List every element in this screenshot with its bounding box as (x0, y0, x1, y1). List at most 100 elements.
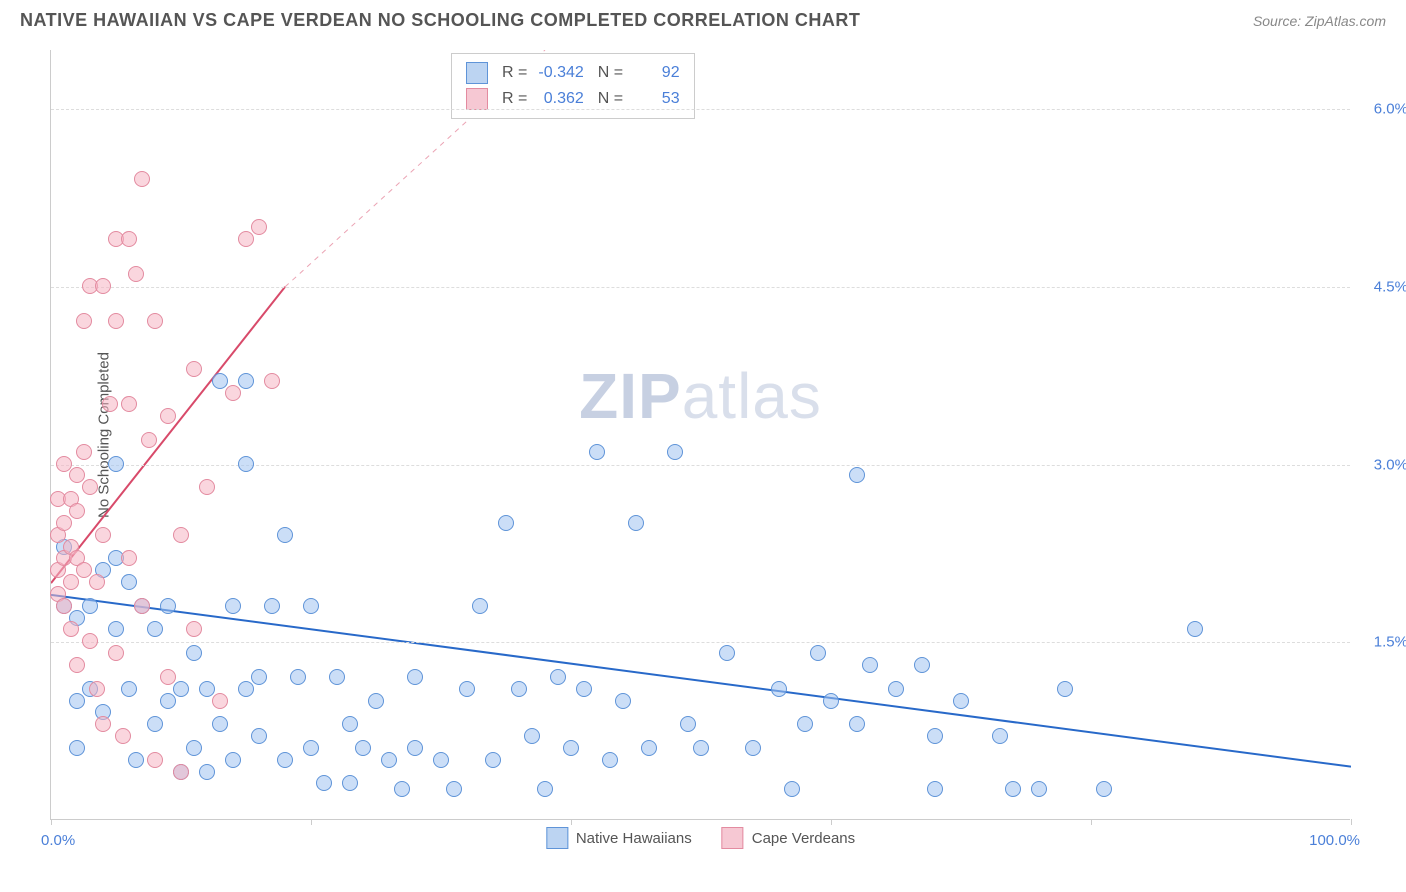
scatter-point (251, 669, 267, 685)
gridline (51, 109, 1350, 110)
scatter-point (212, 716, 228, 732)
xtick-mark (571, 819, 572, 825)
scatter-point (128, 752, 144, 768)
scatter-point (102, 396, 118, 412)
scatter-point (56, 515, 72, 531)
xtick-mark (51, 819, 52, 825)
scatter-point (69, 467, 85, 483)
stat-r-label: R = (502, 90, 527, 107)
scatter-point (128, 266, 144, 282)
stats-row: R = -0.342 N = 92 (466, 60, 680, 86)
xtick-mark (1091, 819, 1092, 825)
scatter-point (69, 503, 85, 519)
scatter-point (251, 219, 267, 235)
scatter-point (407, 669, 423, 685)
scatter-point (446, 781, 462, 797)
scatter-point (108, 621, 124, 637)
scatter-point (186, 621, 202, 637)
scatter-point (290, 669, 306, 685)
scatter-point (719, 645, 735, 661)
scatter-point (199, 681, 215, 697)
source-label: Source: ZipAtlas.com (1253, 13, 1386, 29)
bottom-legend: Native Hawaiians Cape Verdeans (546, 827, 855, 849)
scatter-point (82, 598, 98, 614)
scatter-point (147, 752, 163, 768)
scatter-point (238, 681, 254, 697)
scatter-point (823, 693, 839, 709)
stat-r-label: R = (502, 64, 527, 81)
yaxis-label: No Schooling Completed (95, 352, 112, 518)
scatter-point (121, 550, 137, 566)
scatter-point (89, 574, 105, 590)
scatter-point (95, 527, 111, 543)
scatter-point (121, 396, 137, 412)
scatter-point (303, 598, 319, 614)
chart-container: No Schooling Completed ZIPatlas R = -0.3… (50, 50, 1350, 820)
scatter-point (563, 740, 579, 756)
scatter-point (115, 728, 131, 744)
stat-n-value: 53 (628, 90, 680, 108)
scatter-point (628, 515, 644, 531)
scatter-point (147, 621, 163, 637)
scatter-point (680, 716, 696, 732)
scatter-point (602, 752, 618, 768)
scatter-point (212, 693, 228, 709)
scatter-point (394, 781, 410, 797)
scatter-point (63, 621, 79, 637)
stat-n-label: N = (598, 64, 623, 81)
scatter-point (251, 728, 267, 744)
stats-row: R = 0.362 N = 53 (466, 86, 680, 112)
legend-swatch-2 (722, 827, 744, 849)
scatter-point (1005, 781, 1021, 797)
scatter-point (316, 775, 332, 791)
legend-label-2: Cape Verdeans (752, 830, 855, 847)
stat-n-label: N = (598, 90, 623, 107)
xaxis-min-label: 0.0% (41, 832, 75, 849)
xtick-mark (311, 819, 312, 825)
scatter-point (667, 444, 683, 460)
scatter-point (95, 716, 111, 732)
scatter-point (914, 657, 930, 673)
scatter-point (141, 432, 157, 448)
scatter-point (303, 740, 319, 756)
ytick-label: 3.0% (1358, 456, 1406, 473)
scatter-point (511, 681, 527, 697)
ytick-label: 6.0% (1358, 101, 1406, 118)
scatter-point (355, 740, 371, 756)
scatter-point (342, 775, 358, 791)
scatter-point (888, 681, 904, 697)
gridline (51, 642, 1350, 643)
legend-label-1: Native Hawaiians (576, 830, 692, 847)
scatter-point (810, 645, 826, 661)
scatter-point (69, 740, 85, 756)
scatter-point (108, 645, 124, 661)
stat-r-value: 0.362 (532, 90, 584, 108)
scatter-point (927, 728, 943, 744)
scatter-point (329, 669, 345, 685)
scatter-point (576, 681, 592, 697)
trend-lines (51, 50, 1351, 820)
scatter-point (147, 313, 163, 329)
swatch-series1 (466, 62, 488, 84)
scatter-point (69, 693, 85, 709)
legend-swatch-1 (546, 827, 568, 849)
scatter-point (56, 456, 72, 472)
scatter-point (69, 657, 85, 673)
scatter-point (225, 385, 241, 401)
scatter-point (537, 781, 553, 797)
scatter-point (238, 373, 254, 389)
scatter-point (992, 728, 1008, 744)
scatter-point (381, 752, 397, 768)
scatter-point (82, 633, 98, 649)
scatter-point (485, 752, 501, 768)
scatter-point (199, 764, 215, 780)
scatter-point (927, 781, 943, 797)
scatter-point (953, 693, 969, 709)
scatter-point (771, 681, 787, 697)
watermark-atlas: atlas (682, 360, 822, 432)
scatter-point (264, 373, 280, 389)
scatter-point (277, 527, 293, 543)
xtick-mark (831, 819, 832, 825)
scatter-point (641, 740, 657, 756)
scatter-point (108, 456, 124, 472)
